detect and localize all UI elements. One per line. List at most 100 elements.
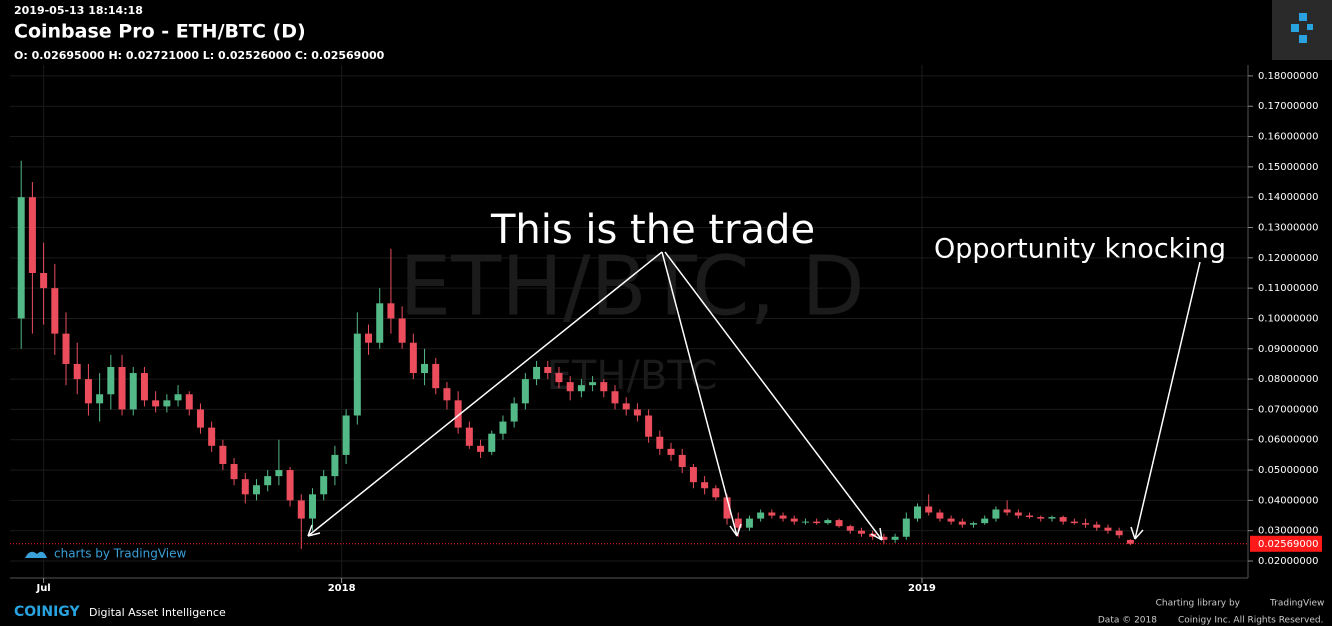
candle-body <box>174 394 182 401</box>
candle-body <box>241 479 249 495</box>
candle-body <box>891 536 899 540</box>
tradingview-credit: charts by TradingView <box>25 547 186 561</box>
candle-body <box>1070 521 1078 524</box>
candle-body <box>1026 515 1034 518</box>
y-tick-label: 0.18000000 <box>1258 71 1318 82</box>
y-tick-label: 0.11000000 <box>1258 283 1318 294</box>
candle-body <box>286 470 294 501</box>
candle-body <box>1104 527 1112 531</box>
candle-body <box>846 526 854 531</box>
candle-body <box>96 394 104 404</box>
annotation: Opportunity knocking <box>934 234 1226 265</box>
y-tick-label: 0.04000000 <box>1258 495 1318 506</box>
y-tick-label: 0.12000000 <box>1258 253 1318 264</box>
candle-body <box>768 512 776 516</box>
y-tick-label: 0.16000000 <box>1258 132 1318 143</box>
candle-body <box>163 400 171 407</box>
candle-body <box>779 515 787 519</box>
candle-body <box>421 363 429 374</box>
candle-body <box>589 382 597 386</box>
x-tick-label: Jul <box>35 583 50 594</box>
watermark: ETH/BTC, D <box>399 239 864 334</box>
y-tick-label: 0.14000000 <box>1258 192 1318 203</box>
candle-body <box>566 382 574 392</box>
annotation-arrows <box>307 251 1201 541</box>
candle-body <box>264 476 272 486</box>
candle-body <box>84 379 92 404</box>
candle-body <box>342 415 350 455</box>
candle-body <box>1037 517 1045 519</box>
candle-body <box>745 518 753 528</box>
candle-body <box>443 388 451 401</box>
y-tick-label: 0.07000000 <box>1258 404 1318 415</box>
candle-body <box>488 433 496 452</box>
candle-body <box>219 445 227 464</box>
brand: COINIGY <box>14 604 80 620</box>
candle-body <box>398 318 406 343</box>
candle-body <box>925 506 933 513</box>
candle-body <box>107 366 115 395</box>
candle-body <box>17 197 25 319</box>
y-tick-label: 0.08000000 <box>1258 374 1318 385</box>
candle-body <box>365 333 373 343</box>
candle-body <box>835 520 843 527</box>
candle-body <box>140 373 148 401</box>
candle-body <box>600 382 608 392</box>
candle-body <box>611 391 619 404</box>
candle-body <box>409 342 417 374</box>
candle-body <box>689 467 697 483</box>
grid <box>10 65 1248 578</box>
timestamp: 2019-05-13 18:14:18 <box>14 4 143 17</box>
y-tick-label: 0.03000000 <box>1258 526 1318 537</box>
candle-body <box>734 518 742 528</box>
candle-body <box>62 333 70 364</box>
footer: COINIGY Digital Asset Intelligence Chart… <box>14 599 1324 626</box>
charting-brand: TradingView <box>1269 599 1324 609</box>
candle-body <box>208 427 216 446</box>
x-tick-label: 2019 <box>908 583 936 594</box>
ohlc-readout: O: 0.02695000 H: 0.02721000 L: 0.0252600… <box>14 49 385 62</box>
candle-body <box>297 500 305 519</box>
candle-body <box>981 518 989 524</box>
charting-by: Charting library by <box>1156 599 1241 609</box>
candle-body <box>521 379 529 404</box>
logo-box <box>1272 0 1332 60</box>
candle-body <box>947 518 955 522</box>
candle-body <box>40 272 48 289</box>
candle-body <box>992 509 1000 519</box>
price-label: 0.02569000 <box>1258 539 1318 550</box>
candle-body <box>857 530 865 534</box>
candle-body <box>1059 517 1067 522</box>
candle-body <box>196 409 204 428</box>
candle-body <box>28 197 36 273</box>
candle-body <box>230 464 238 480</box>
price-label-box <box>1250 535 1322 552</box>
candle-body <box>902 518 910 537</box>
y-tick-label: 0.10000000 <box>1258 313 1318 324</box>
candle-body <box>958 521 966 525</box>
y-tick-label: 0.05000000 <box>1258 465 1318 476</box>
candle-body <box>701 482 709 489</box>
candle-body <box>824 520 832 524</box>
candle-body <box>51 288 59 334</box>
candle-body <box>465 427 473 446</box>
y-tick-label: 0.06000000 <box>1258 435 1318 446</box>
candle-body <box>801 521 809 523</box>
candle-body <box>757 512 765 519</box>
candle-body <box>275 470 283 477</box>
candle-body <box>73 363 81 380</box>
candle-body <box>129 373 137 410</box>
candle-body <box>387 303 395 319</box>
candle-body <box>118 366 126 410</box>
x-tick-label: 2018 <box>328 583 356 594</box>
watermark-sub: ETH/BTC <box>547 353 718 399</box>
candle-body <box>880 536 888 540</box>
candle-body <box>1115 530 1123 536</box>
candle-body <box>454 400 462 428</box>
candle-body <box>645 415 653 437</box>
candle-body <box>1003 509 1011 513</box>
candle-body <box>970 523 978 525</box>
candle-body <box>1082 523 1090 525</box>
